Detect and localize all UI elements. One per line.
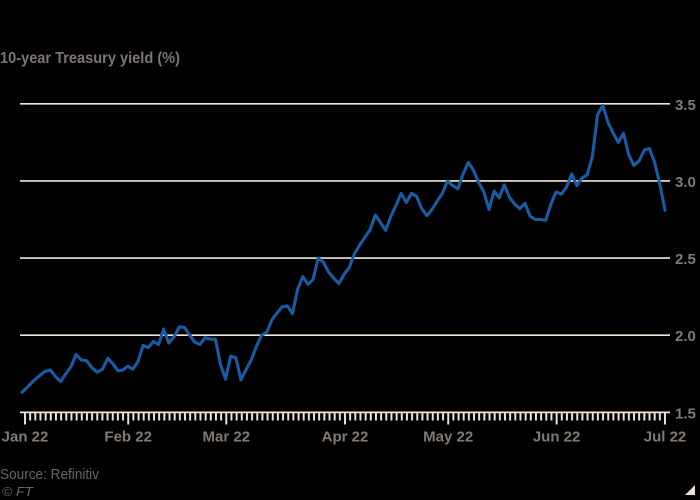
- svg-text:May 22: May 22: [423, 429, 473, 446]
- svg-text:Mar 22: Mar 22: [203, 429, 251, 446]
- svg-text:2.0: 2.0: [675, 328, 696, 345]
- svg-text:Jun 22: Jun 22: [533, 429, 581, 446]
- svg-text:Source: Refinitiv: Source: Refinitiv: [0, 466, 99, 483]
- svg-text:2.5: 2.5: [675, 251, 696, 268]
- svg-text:Apr 22: Apr 22: [322, 429, 369, 446]
- svg-text:© FT: © FT: [2, 484, 34, 499]
- svg-text:3.5: 3.5: [675, 97, 696, 114]
- svg-text:10-year Treasury yield (%): 10-year Treasury yield (%): [0, 50, 180, 67]
- svg-text:3.0: 3.0: [675, 174, 696, 191]
- svg-text:Jul 22: Jul 22: [644, 429, 687, 446]
- svg-text:1.5: 1.5: [675, 405, 696, 422]
- svg-text:Jan 22: Jan 22: [2, 429, 49, 446]
- svg-text:Feb 22: Feb 22: [104, 429, 152, 446]
